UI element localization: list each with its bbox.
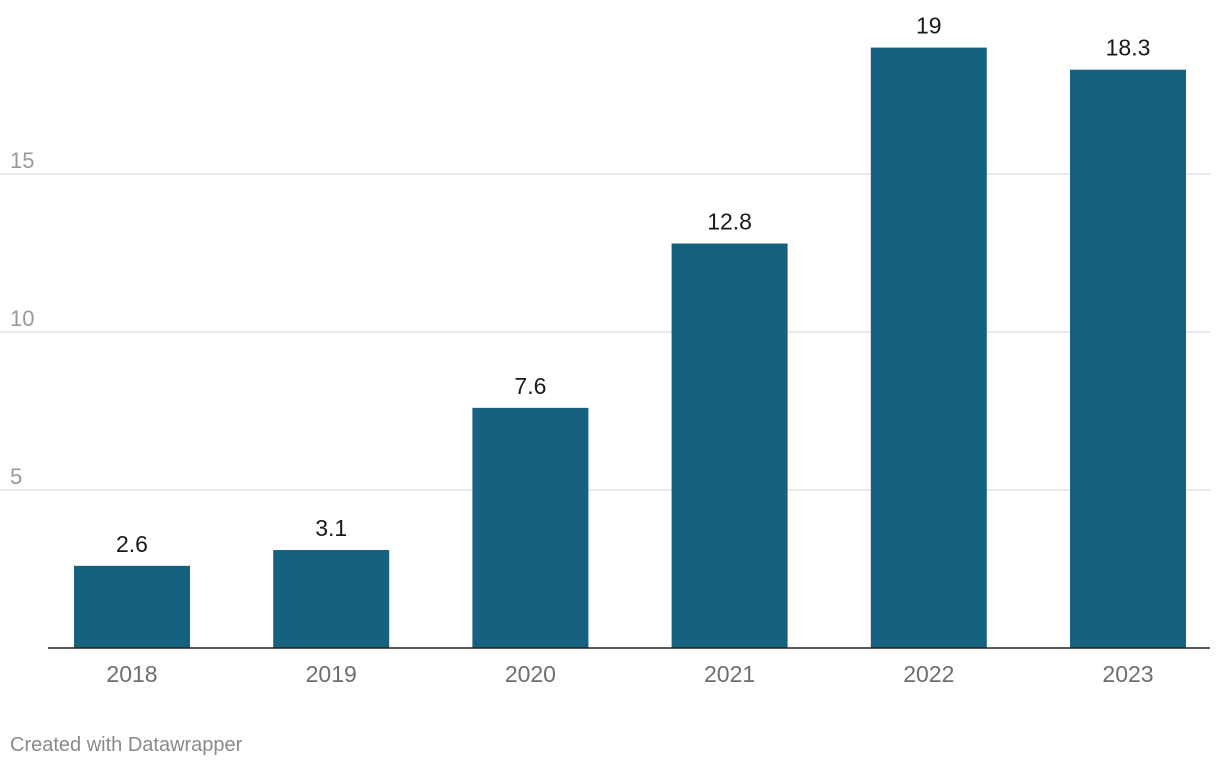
gridlines (0, 173, 1210, 491)
x-tick-label-2020: 2020 (505, 661, 556, 687)
data-label-2019: 3.1 (315, 515, 347, 541)
x-tick-label-2021: 2021 (704, 661, 755, 687)
bar-2021 (671, 243, 788, 648)
data-label-2020: 7.6 (514, 373, 546, 399)
data-labels: 2.6 3.1 7.6 12.8 19 18.3 (116, 13, 1150, 557)
x-tick-label-2023: 2023 (1102, 661, 1153, 687)
x-tick-label-2022: 2022 (903, 661, 954, 687)
y-tick-label: 15 (10, 148, 34, 173)
data-label-2021: 12.8 (707, 209, 752, 235)
bar-2020 (472, 407, 589, 648)
data-label-2023: 18.3 (1106, 35, 1151, 61)
y-tick-label: 10 (10, 306, 34, 331)
data-label-2018: 2.6 (116, 531, 148, 557)
x-tick-label-2018: 2018 (106, 661, 157, 687)
bar-2019 (273, 550, 390, 648)
bar-2018 (74, 565, 190, 648)
data-label-2022: 19 (916, 13, 942, 39)
x-tick-label-2019: 2019 (306, 661, 357, 687)
bars (74, 47, 1186, 649)
x-axis-ticks: 2018 2019 2020 2021 2022 2023 (106, 661, 1153, 687)
y-tick-label: 5 (10, 464, 22, 489)
bar-2022 (870, 47, 987, 649)
bar-2023 (1070, 69, 1186, 649)
footer-credit: Created with Datawrapper (10, 734, 243, 756)
y-axis-ticks: 5 10 15 (10, 148, 34, 489)
